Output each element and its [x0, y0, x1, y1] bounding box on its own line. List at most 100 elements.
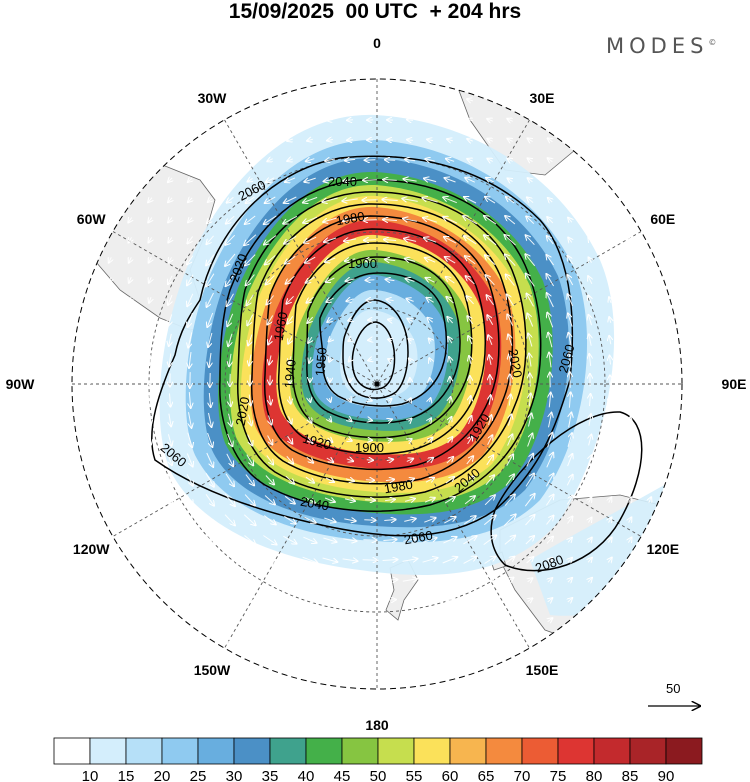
wind-vector — [609, 257, 612, 262]
colorbar-swatch — [449, 737, 487, 765]
wind-vector — [289, 356, 291, 363]
wind-vector — [247, 639, 252, 642]
wind-vector — [528, 138, 533, 141]
wind-vector — [388, 399, 391, 402]
wind-vector — [304, 516, 315, 523]
wind-vector — [149, 477, 151, 483]
wind-vector — [566, 496, 572, 505]
wind-vector — [444, 517, 455, 524]
wind-vector — [505, 254, 516, 266]
wind-vector — [224, 493, 235, 506]
wind-vector — [324, 179, 337, 182]
wind-vector — [129, 477, 131, 483]
wind-vector — [445, 477, 454, 484]
wind-vector — [325, 159, 335, 161]
wind-vector — [362, 560, 378, 561]
wind-vector — [308, 436, 313, 443]
wind-vector — [383, 180, 397, 181]
wind-vector — [168, 434, 171, 446]
wind-vector — [168, 275, 172, 284]
wind-vector — [464, 496, 475, 505]
wind-vector — [567, 433, 572, 447]
wind-vector — [404, 519, 415, 522]
contour-label: 1980 — [383, 477, 414, 497]
wind-vector — [483, 515, 495, 526]
wind-vector — [446, 297, 454, 304]
wind-vector — [343, 219, 357, 221]
wind-vector — [345, 620, 354, 621]
brand-name: MODES — [606, 34, 709, 58]
wind-vector — [629, 517, 632, 522]
wind-vector — [209, 352, 211, 367]
wind-vector — [168, 218, 172, 223]
wind-vector — [428, 438, 433, 443]
wind-vector — [568, 558, 572, 562]
wind-vector — [568, 198, 572, 202]
wind-vector — [489, 415, 492, 425]
colorbar-tick-label: 30 — [226, 768, 243, 782]
wind-vector — [168, 578, 172, 582]
wind-vector — [228, 333, 232, 346]
wind-vector — [246, 274, 255, 286]
wind-vector — [568, 578, 572, 582]
wind-vector — [447, 139, 454, 141]
wind-vector — [429, 418, 431, 421]
wind-vector — [384, 600, 396, 601]
wind-vector — [422, 198, 438, 203]
wind-vector — [465, 598, 474, 601]
wind-vector — [503, 514, 515, 526]
wind-vector — [548, 158, 553, 162]
wind-vector — [267, 639, 273, 641]
wind-vector — [504, 536, 515, 545]
wind-vector — [483, 535, 497, 546]
contour-label: 1940 — [281, 359, 298, 389]
wind-vector — [403, 179, 417, 181]
wind-vector — [649, 477, 651, 483]
wind-vector — [206, 452, 213, 467]
wind-vector — [188, 558, 192, 562]
wind-vector — [346, 459, 353, 461]
wind-vector — [528, 578, 533, 582]
wind-vector — [345, 259, 356, 261]
wind-vector — [425, 159, 435, 161]
wind-vector — [148, 198, 152, 203]
wind-vector — [284, 577, 296, 583]
wind-vector — [208, 618, 213, 621]
wind-vector — [447, 99, 454, 100]
wind-vector — [188, 198, 192, 202]
colorbar-tick-label: 70 — [514, 768, 531, 782]
wind-vector — [207, 312, 214, 327]
wind-vector — [186, 474, 193, 485]
wind-vector — [526, 557, 534, 564]
wind-vector — [424, 518, 435, 523]
wind-vector — [406, 279, 415, 282]
wind-vector — [405, 159, 416, 160]
wind-vector — [446, 619, 453, 621]
wind-vector — [228, 158, 233, 161]
wind-vector — [442, 557, 458, 564]
wind-vector — [264, 235, 277, 245]
wind-vector — [208, 578, 213, 582]
wind-vector — [264, 215, 277, 224]
wind-vector — [348, 439, 352, 441]
wind-vector — [467, 316, 474, 325]
wind-vector — [288, 336, 292, 343]
wind-vector — [150, 355, 151, 365]
wind-vector — [548, 178, 553, 182]
wind-vector — [507, 139, 512, 142]
wind-vector — [247, 434, 253, 446]
wind-vector — [487, 659, 493, 661]
wind-vector — [427, 99, 434, 100]
colorbar-swatch — [233, 737, 271, 765]
wind-vector — [527, 639, 532, 642]
wind-vector — [629, 257, 632, 262]
lon-label: 30W — [198, 90, 228, 106]
wind-vector — [244, 234, 257, 245]
wind-vector — [286, 455, 293, 463]
wind-vector — [326, 298, 334, 302]
wind-vector — [148, 238, 151, 243]
wind-vector — [487, 599, 492, 602]
contour-label: 2020 — [505, 348, 525, 379]
wind-vector — [287, 119, 293, 121]
wind-vector — [347, 140, 354, 141]
